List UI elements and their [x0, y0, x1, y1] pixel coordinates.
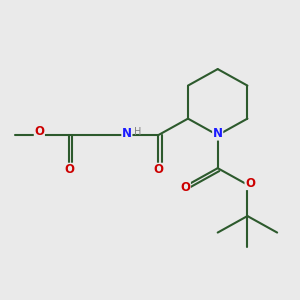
Text: O: O — [180, 181, 190, 194]
Text: O: O — [153, 163, 163, 176]
Text: H: H — [134, 127, 142, 137]
Text: O: O — [34, 125, 44, 138]
Text: O: O — [245, 176, 255, 190]
Text: N: N — [213, 127, 223, 140]
Text: O: O — [64, 163, 74, 176]
Text: N: N — [122, 127, 132, 140]
